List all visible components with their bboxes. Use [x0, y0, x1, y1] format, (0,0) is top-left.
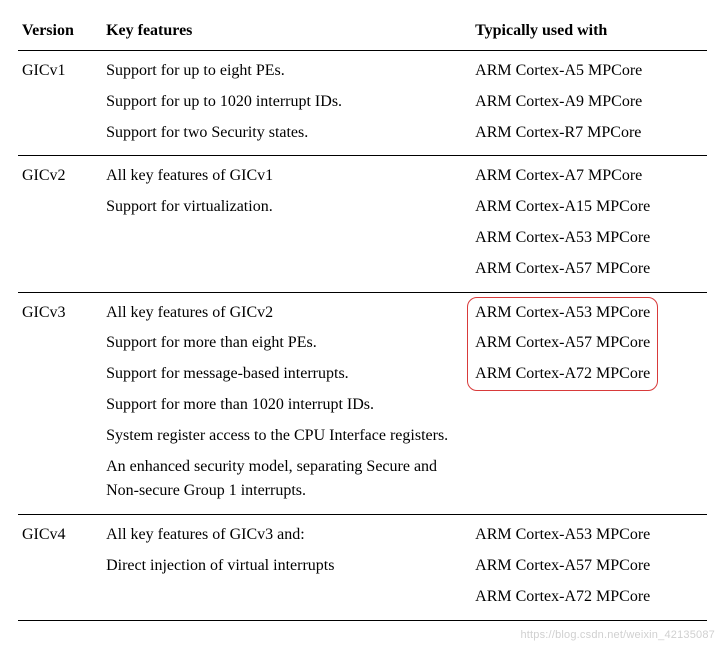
feature-item: Support for virtualization.: [106, 195, 465, 220]
used-with-cell: ARM Cortex-A53 MPCore ARM Cortex-A57 MPCo…: [471, 515, 707, 620]
features-cell: All key features of GICv3 and: Direct inj…: [102, 515, 471, 620]
features-cell: Support for up to eight PEs. Support for …: [102, 51, 471, 156]
features-list: All key features of GICv2 Support for mor…: [106, 301, 465, 505]
used-with-cell: ARM Cortex-A53 MPCore ARM Cortex-A57 MPCo…: [471, 292, 707, 515]
features-cell: All key features of GICv1 Support for vir…: [102, 156, 471, 292]
feature-item: Support for more than 1020 interrupt IDs…: [106, 393, 465, 418]
used-with-item: ARM Cortex-A72 MPCore: [475, 585, 650, 610]
gic-versions-table: Version Key features Typically used with…: [18, 16, 707, 621]
version-cell: GICv3: [18, 292, 102, 515]
used-with-item: ARM Cortex-A57 MPCore: [475, 331, 650, 356]
feature-item: System register access to the CPU Interf…: [106, 424, 465, 449]
feature-item: Support for two Security states.: [106, 121, 465, 146]
feature-item: Direct injection of virtual interrupts: [106, 554, 465, 579]
table-row: GICv4All key features of GICv3 and: Direc…: [18, 515, 707, 620]
used-with-list: ARM Cortex-A53 MPCore ARM Cortex-A57 MPCo…: [475, 523, 650, 609]
feature-item: An enhanced security model, separating S…: [106, 455, 465, 505]
feature-item: All key features of GICv2: [106, 301, 465, 326]
used-with-wrap: ARM Cortex-A5 MPCore ARM Cortex-A9 MPCore…: [475, 59, 642, 145]
used-with-wrap: ARM Cortex-A53 MPCore ARM Cortex-A57 MPCo…: [475, 523, 650, 609]
used-with-item: ARM Cortex-R7 MPCore: [475, 121, 642, 146]
used-with-item: ARM Cortex-A53 MPCore: [475, 301, 650, 326]
version-cell: GICv2: [18, 156, 102, 292]
col-header-version: Version: [18, 16, 102, 51]
used-with-cell: ARM Cortex-A7 MPCore ARM Cortex-A15 MPCor…: [471, 156, 707, 292]
used-with-item: ARM Cortex-A57 MPCore: [475, 554, 650, 579]
used-with-item: ARM Cortex-A72 MPCore: [475, 362, 650, 387]
used-with-wrap: ARM Cortex-A7 MPCore ARM Cortex-A15 MPCor…: [475, 164, 650, 281]
feature-item: Support for more than eight PEs.: [106, 331, 465, 356]
used-with-item: ARM Cortex-A15 MPCore: [475, 195, 650, 220]
used-with-item: ARM Cortex-A7 MPCore: [475, 164, 650, 189]
version-cell: GICv4: [18, 515, 102, 620]
table-header-row: Version Key features Typically used with: [18, 16, 707, 51]
used-with-list: ARM Cortex-A5 MPCore ARM Cortex-A9 MPCore…: [475, 59, 642, 145]
table-row: GICv2All key features of GICv1 Support fo…: [18, 156, 707, 292]
used-with-wrap: ARM Cortex-A53 MPCore ARM Cortex-A57 MPCo…: [475, 301, 650, 387]
feature-item: Support for up to 1020 interrupt IDs.: [106, 90, 465, 115]
col-header-used: Typically used with: [471, 16, 707, 51]
feature-item: All key features of GICv3 and:: [106, 523, 465, 548]
used-with-list: ARM Cortex-A53 MPCore ARM Cortex-A57 MPCo…: [475, 301, 650, 387]
features-list: Support for up to eight PEs. Support for …: [106, 59, 465, 145]
features-list: All key features of GICv1 Support for vir…: [106, 164, 465, 220]
watermark-text: https://blog.csdn.net/weixin_42135087: [520, 629, 715, 641]
feature-item: Support for message-based interrupts.: [106, 362, 465, 387]
features-cell: All key features of GICv2 Support for mor…: [102, 292, 471, 515]
used-with-item: ARM Cortex-A5 MPCore: [475, 59, 642, 84]
version-cell: GICv1: [18, 51, 102, 156]
table-row: GICv3All key features of GICv2 Support fo…: [18, 292, 707, 515]
features-list: All key features of GICv3 and: Direct inj…: [106, 523, 465, 579]
used-with-item: ARM Cortex-A57 MPCore: [475, 257, 650, 282]
feature-item: All key features of GICv1: [106, 164, 465, 189]
feature-item: Support for up to eight PEs.: [106, 59, 465, 84]
table-row: GICv1Support for up to eight PEs.Support…: [18, 51, 707, 156]
used-with-list: ARM Cortex-A7 MPCore ARM Cortex-A15 MPCor…: [475, 164, 650, 281]
used-with-item: ARM Cortex-A9 MPCore: [475, 90, 642, 115]
used-with-cell: ARM Cortex-A5 MPCore ARM Cortex-A9 MPCore…: [471, 51, 707, 156]
used-with-item: ARM Cortex-A53 MPCore: [475, 226, 650, 251]
col-header-features: Key features: [102, 16, 471, 51]
used-with-item: ARM Cortex-A53 MPCore: [475, 523, 650, 548]
